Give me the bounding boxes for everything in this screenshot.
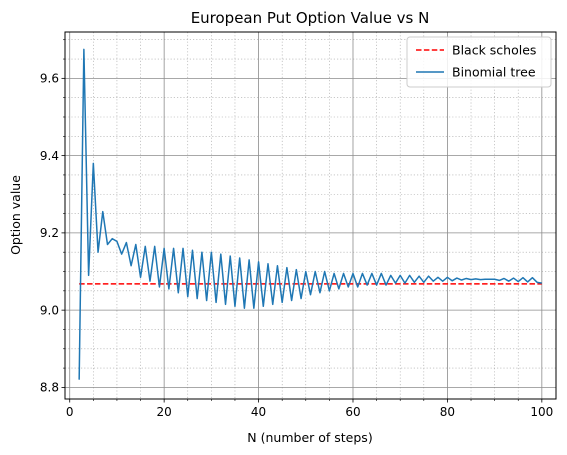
- y-tick-label: 9.4: [40, 149, 59, 163]
- y-tick-label: 9.0: [40, 303, 59, 317]
- x-tick-label: 0: [66, 405, 74, 419]
- y-tick-label: 8.8: [40, 381, 59, 395]
- series-line-binomial-tree: [78, 48, 542, 380]
- series-layer: [78, 48, 542, 380]
- x-tick-label: 20: [157, 405, 172, 419]
- grid: [65, 32, 556, 399]
- ticks: 0 20 40 60 80 100 8.8 9.0 9.2 9.4 9.6: [40, 39, 553, 419]
- legend: Black scholes Binomial tree: [406, 36, 552, 88]
- plot-frame: [64, 31, 557, 400]
- chart-title: European Put Option Value vs N: [191, 9, 430, 27]
- x-tick-label: 60: [345, 405, 360, 419]
- x-tick-label: 100: [530, 405, 553, 419]
- legend-label-binomial-tree: Binomial tree: [452, 65, 536, 80]
- legend-label-black-scholes: Black scholes: [452, 43, 536, 58]
- y-tick-label: 9.2: [40, 226, 59, 240]
- y-axis-label: Option value: [8, 175, 23, 255]
- y-tick-label: 9.6: [40, 72, 59, 86]
- x-tick-label: 80: [440, 405, 455, 419]
- x-axis-label: N (number of steps): [247, 430, 372, 445]
- x-tick-label: 40: [251, 405, 266, 419]
